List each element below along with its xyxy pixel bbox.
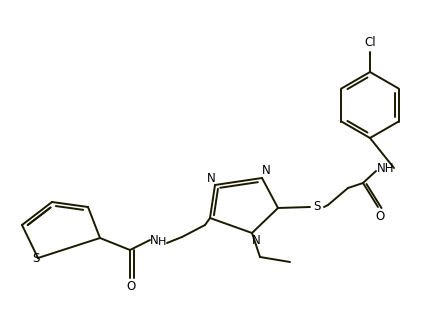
Text: Cl: Cl <box>364 35 376 48</box>
Text: S: S <box>32 253 40 266</box>
Text: H: H <box>158 237 166 247</box>
Text: NH: NH <box>377 162 395 175</box>
Text: S: S <box>313 201 321 214</box>
Text: N: N <box>207 172 216 185</box>
Text: N: N <box>261 164 270 177</box>
Text: N: N <box>149 235 158 248</box>
Text: N: N <box>252 233 260 246</box>
Text: O: O <box>126 280 136 292</box>
Text: O: O <box>376 210 385 223</box>
